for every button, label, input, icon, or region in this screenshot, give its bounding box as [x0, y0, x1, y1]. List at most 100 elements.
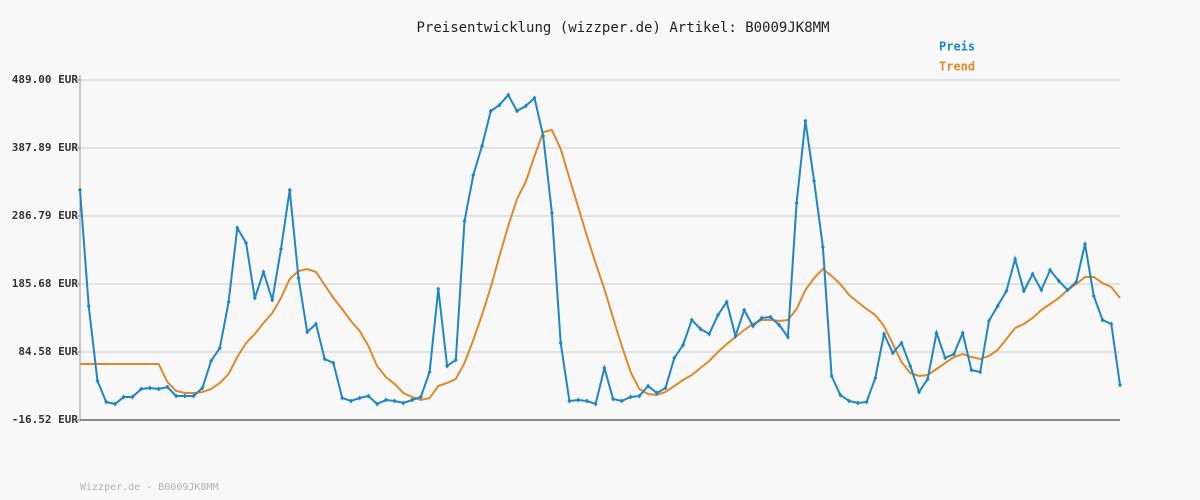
plot	[78, 92, 1122, 407]
data-point	[480, 143, 485, 149]
data-point	[165, 384, 170, 390]
data-point	[1013, 256, 1018, 262]
data-point	[453, 357, 458, 363]
data-point	[445, 363, 450, 369]
data-point	[1048, 267, 1053, 273]
data-point	[366, 393, 371, 399]
data-point	[549, 210, 554, 216]
data-point	[759, 315, 764, 321]
legend-label: Trend	[939, 60, 975, 74]
data-point	[322, 356, 327, 362]
data-point	[864, 399, 869, 405]
y-tick-label: 185.68 EUR	[12, 277, 79, 290]
data-point	[488, 108, 493, 114]
data-point	[576, 397, 581, 403]
data-point	[226, 299, 231, 305]
data-point	[182, 393, 187, 399]
data-point	[794, 200, 799, 206]
data-point	[724, 299, 729, 305]
data-point	[558, 340, 563, 346]
data-point	[252, 295, 257, 301]
data-point	[174, 393, 179, 399]
data-point	[969, 367, 974, 373]
footer: Wizzper.de - B0009JK8MM	[80, 482, 218, 493]
data-point	[820, 244, 825, 250]
data-point	[838, 392, 843, 398]
data-point	[261, 269, 266, 275]
series-line	[80, 128, 1121, 402]
data-point	[619, 398, 624, 404]
data-point	[707, 331, 712, 337]
data-point	[733, 333, 738, 339]
data-point	[401, 400, 406, 406]
data-point	[244, 240, 249, 246]
y-tick-label: 387.89 EUR	[12, 141, 79, 154]
data-point	[392, 398, 397, 404]
data-point	[340, 395, 345, 401]
data-point	[514, 108, 519, 114]
data-point	[602, 365, 607, 371]
data-point	[331, 360, 336, 366]
data-point	[147, 385, 152, 391]
data-point	[646, 383, 651, 389]
data-point	[305, 329, 310, 335]
data-point	[654, 390, 659, 396]
grid: -16.52 EUR 84.58 EUR 185.68 EUR 286.79 EUR 3…	[12, 73, 1120, 426]
data-point	[78, 187, 82, 193]
data-point	[95, 378, 100, 384]
data-point	[908, 363, 913, 369]
data-point	[156, 386, 161, 392]
data-point	[785, 334, 790, 340]
data-point	[191, 393, 196, 399]
data-point	[567, 398, 572, 404]
data-point	[1065, 287, 1070, 293]
data-point	[1004, 288, 1009, 294]
data-point	[750, 323, 755, 329]
data-point	[1056, 278, 1061, 284]
data-point	[698, 326, 703, 332]
data-point	[506, 92, 511, 98]
data-point	[1118, 382, 1122, 388]
data-point	[890, 350, 895, 356]
data-point	[410, 397, 415, 403]
data-point	[777, 322, 782, 328]
data-point	[139, 386, 144, 392]
data-point	[313, 321, 318, 327]
data-point	[1021, 288, 1026, 294]
data-point	[200, 385, 205, 391]
y-tick-label: 286.79 EUR	[12, 209, 79, 222]
data-point	[279, 246, 284, 252]
data-point	[436, 286, 441, 292]
data-point	[847, 398, 852, 404]
data-point	[934, 330, 939, 336]
data-point	[672, 355, 677, 361]
data-point	[209, 358, 214, 364]
data-point	[541, 133, 546, 139]
data-point	[287, 187, 292, 193]
y-tick-label: 84.58 EUR	[18, 345, 78, 358]
data-point	[112, 401, 117, 407]
data-point	[584, 398, 589, 404]
data-point	[628, 394, 633, 400]
data-point	[742, 307, 747, 313]
data-point	[882, 331, 887, 337]
data-point	[1109, 321, 1114, 327]
data-point	[375, 401, 380, 407]
data-point	[978, 369, 983, 375]
data-point	[104, 399, 109, 405]
data-point	[986, 318, 991, 324]
data-point	[121, 394, 126, 400]
data-point	[916, 389, 921, 395]
data-point	[497, 102, 502, 108]
data-point	[715, 312, 720, 318]
chart-title: Preisentwicklung (wizzper.de) Artikel: B…	[416, 20, 829, 36]
data-point	[637, 393, 642, 399]
data-point	[689, 317, 694, 323]
data-point	[681, 342, 686, 348]
data-point	[1100, 317, 1105, 323]
data-point	[873, 375, 878, 381]
data-point	[296, 275, 301, 281]
data-point	[611, 396, 616, 402]
data-point	[383, 397, 388, 403]
